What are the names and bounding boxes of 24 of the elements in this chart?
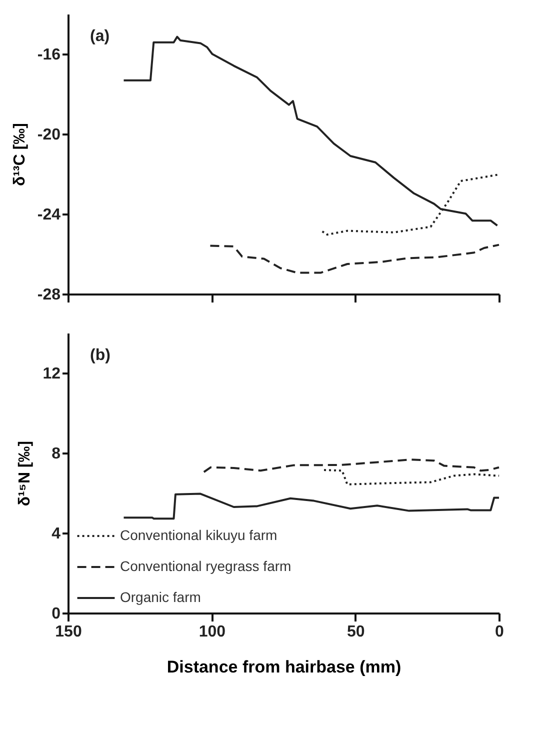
y-tick-label: 4	[52, 526, 61, 542]
y-tick-label: -28	[37, 286, 61, 304]
y-tick-label: -24	[37, 206, 61, 224]
annotation: (b)	[90, 347, 110, 364]
annotation: (a)	[90, 28, 110, 45]
y-tick-label: 8	[52, 446, 61, 462]
y-axis-title: δ¹³C [‰]	[11, 122, 28, 186]
legend-label: Conventional ryegrass farm	[120, 558, 292, 574]
line-series	[122, 492, 500, 520]
x-tick-label: 100	[198, 624, 226, 640]
y-tick-label: 12	[42, 366, 61, 382]
line-series	[202, 458, 500, 473]
x-tick-label: 150	[55, 624, 82, 640]
x-tick-label: 0	[495, 624, 504, 640]
legend-label: Organic farm	[120, 589, 201, 605]
y-tick-label: -16	[37, 46, 61, 64]
x-axis-title: Distance from hairbase (mm)	[166, 658, 402, 676]
legend-label: Conventional kikuyu farm	[120, 527, 278, 543]
y-axis-title: δ¹⁵N [‰]	[16, 440, 34, 506]
line-series	[323, 469, 500, 486]
line-series	[209, 244, 500, 274]
y-tick-label: 0	[52, 606, 61, 622]
x-tick-label: 50	[346, 624, 365, 640]
y-tick-label: -20	[37, 126, 61, 144]
